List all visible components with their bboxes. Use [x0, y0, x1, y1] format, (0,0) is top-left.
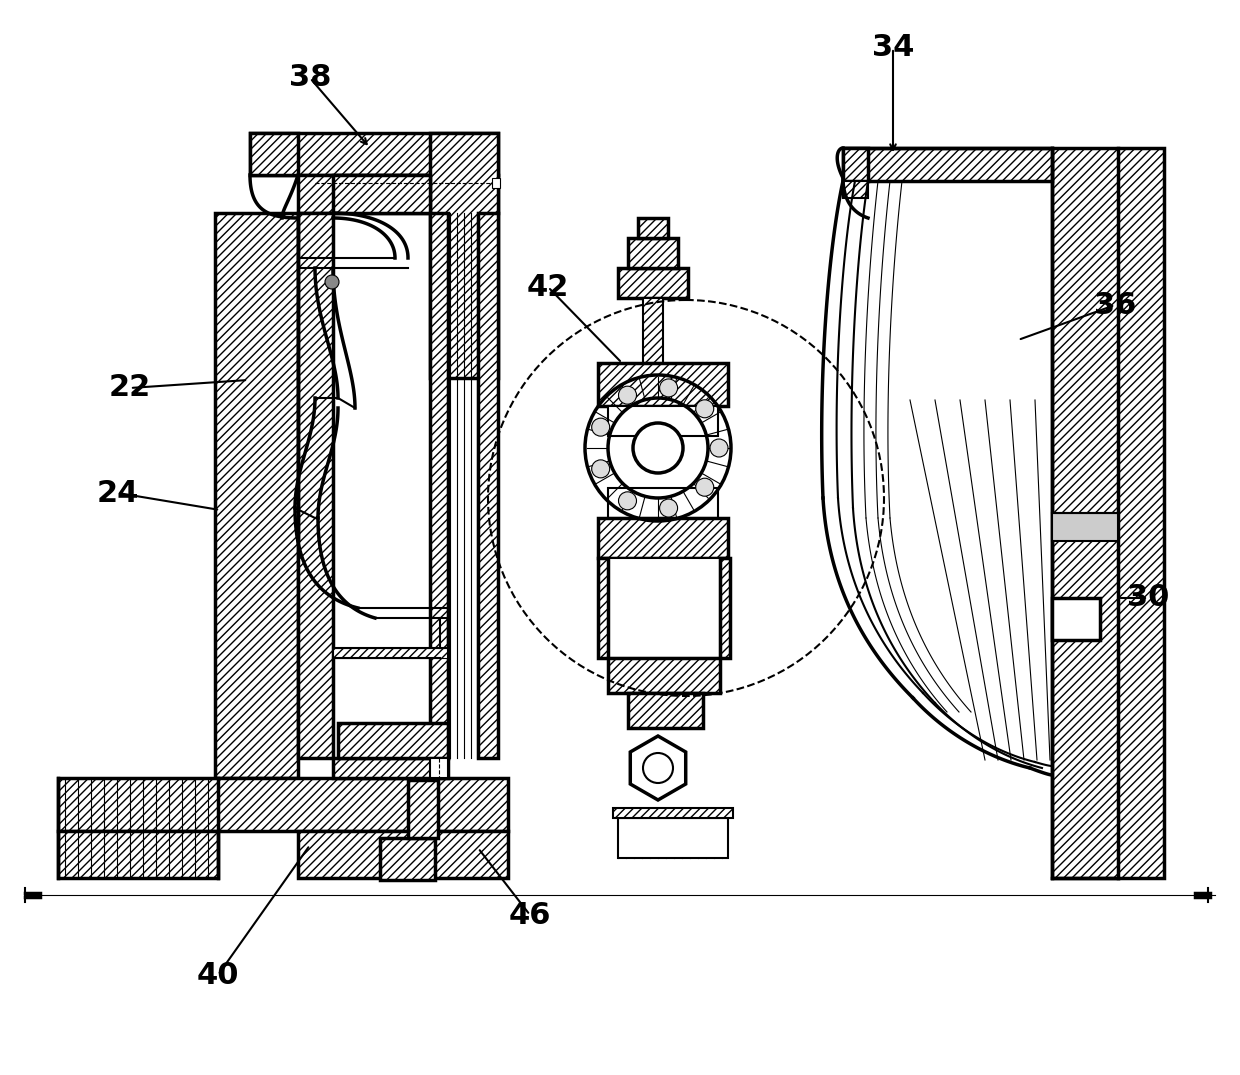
Polygon shape	[644, 298, 663, 363]
Polygon shape	[334, 648, 448, 658]
Circle shape	[660, 378, 677, 397]
Polygon shape	[1052, 513, 1118, 541]
Text: 46: 46	[508, 901, 552, 930]
Polygon shape	[630, 736, 686, 800]
Polygon shape	[492, 178, 500, 188]
Polygon shape	[250, 133, 298, 175]
Circle shape	[619, 492, 636, 510]
Polygon shape	[58, 778, 508, 831]
Circle shape	[619, 386, 636, 404]
Text: 38: 38	[289, 63, 331, 92]
Polygon shape	[58, 831, 218, 878]
Circle shape	[711, 439, 728, 457]
Polygon shape	[608, 558, 720, 658]
Polygon shape	[618, 818, 728, 858]
Text: 30: 30	[1127, 584, 1169, 613]
Polygon shape	[613, 808, 733, 818]
Polygon shape	[430, 758, 448, 778]
Text: 42: 42	[527, 272, 569, 301]
Polygon shape	[843, 181, 868, 198]
Polygon shape	[627, 693, 703, 728]
Polygon shape	[598, 518, 728, 558]
Circle shape	[632, 422, 683, 473]
Polygon shape	[298, 213, 334, 758]
Polygon shape	[818, 181, 1052, 775]
Polygon shape	[408, 780, 438, 838]
Polygon shape	[843, 148, 868, 181]
Circle shape	[591, 418, 610, 436]
Polygon shape	[1052, 148, 1164, 878]
Polygon shape	[339, 723, 448, 758]
Polygon shape	[334, 175, 430, 213]
Text: 22: 22	[109, 373, 151, 402]
Polygon shape	[639, 218, 668, 238]
Polygon shape	[430, 133, 498, 378]
Polygon shape	[598, 363, 728, 406]
Polygon shape	[477, 213, 498, 758]
Circle shape	[696, 400, 714, 418]
Polygon shape	[298, 175, 498, 213]
Circle shape	[660, 499, 677, 517]
Polygon shape	[215, 213, 298, 778]
Polygon shape	[598, 558, 608, 658]
Polygon shape	[608, 488, 718, 518]
Text: 40: 40	[197, 960, 239, 989]
Text: 24: 24	[97, 478, 139, 507]
Polygon shape	[720, 558, 730, 658]
Polygon shape	[1052, 598, 1100, 640]
Polygon shape	[250, 133, 498, 175]
Circle shape	[325, 275, 339, 289]
Text: 36: 36	[1094, 290, 1136, 319]
Polygon shape	[298, 831, 508, 878]
Polygon shape	[334, 758, 448, 778]
Text: 34: 34	[872, 33, 914, 62]
Polygon shape	[608, 658, 720, 693]
Polygon shape	[608, 406, 718, 436]
Polygon shape	[843, 148, 1052, 181]
Polygon shape	[627, 238, 678, 268]
Polygon shape	[379, 838, 435, 880]
Polygon shape	[618, 268, 688, 298]
Circle shape	[696, 478, 714, 497]
Circle shape	[591, 460, 610, 478]
Polygon shape	[430, 213, 448, 758]
Circle shape	[644, 752, 673, 783]
